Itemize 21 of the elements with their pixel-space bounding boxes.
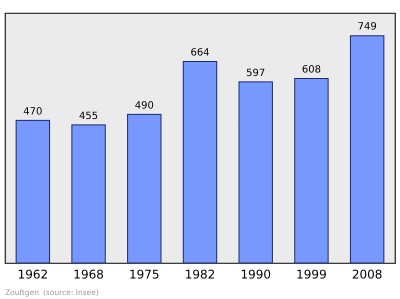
x-tick-label: 1968 <box>73 268 104 282</box>
data-label: 470 <box>23 106 42 118</box>
x-tick-label: 1975 <box>129 268 160 282</box>
bar <box>16 120 50 264</box>
data-label: 455 <box>79 110 98 122</box>
bar <box>294 78 329 264</box>
data-label: 597 <box>246 68 266 79</box>
x-tick-label: 1982 <box>184 268 216 282</box>
x-tick-label: 1990 <box>240 268 271 282</box>
bar <box>238 81 273 264</box>
data-label: 749 <box>358 22 377 33</box>
bar <box>127 114 162 264</box>
x-tick-label: 1962 <box>18 268 48 282</box>
data-label: 490 <box>134 100 154 112</box>
x-tick-label: 1999 <box>296 268 327 282</box>
bar <box>71 124 106 264</box>
bar <box>350 35 384 264</box>
data-label: 608 <box>302 64 321 76</box>
bar <box>182 61 218 264</box>
x-tick-label: 2008 <box>352 268 382 282</box>
data-label: 664 <box>190 48 210 59</box>
